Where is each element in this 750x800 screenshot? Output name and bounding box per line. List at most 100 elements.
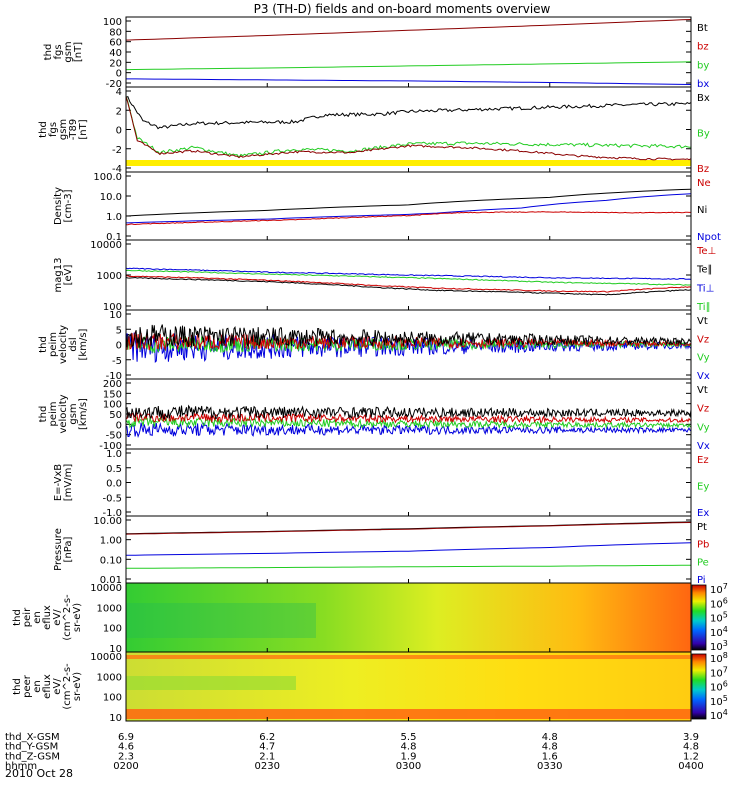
xaxis-value: 1.9 [401,751,417,762]
ylabel-line: fgs [48,122,59,137]
legend-entry: Bt [697,23,708,34]
legend-entry: Te⊥ [696,246,716,257]
xaxis-value: 0230 [255,761,280,772]
ylabel-line: [nT] [73,42,84,62]
legend-entry: Pb [697,540,709,551]
legend-entry: Ez [697,455,709,466]
legend-entry: Vt [697,385,708,396]
ytick-label: 10000 [90,583,122,594]
panel-9: thd peir en eflux eV/(cm^2-s-sr-eV) 10000 1000… [12,582,728,655]
ytick-label: 0 [116,69,122,80]
ylabel-line: [km/s] [78,398,89,430]
panel-7: E=-VxB [mV/m] 1.0 0.5 0.0 -0.5 -1.0 Ez Ey Ex [53,448,709,519]
ytick-label: -0.5 [102,493,122,504]
ylabel-line: Density [53,187,64,225]
ytick-label: 0.1 [106,232,122,243]
colorbar-label: 105 [710,611,728,625]
ylabel-line: dsl [68,337,79,351]
legend-entry: Ti⊥ [696,283,714,294]
ytick-label: 5 [116,325,122,336]
ylabel-line: E=-VxB [53,464,64,501]
series-line [125,61,692,71]
xaxis-value: 6.9 [118,732,134,743]
xaxis-value: 1.2 [683,751,699,762]
ylabel-line: eflux [42,674,53,699]
legend-entry: Vz [697,404,709,415]
panel-2: thd fgs gsm -T89 [nT] 4 2 0 -2 -4 Bx By Bz [38,86,710,175]
ytick-label: 100 [103,693,122,704]
ylabel-line: thd [43,44,54,61]
ytick-label: 0.0 [106,479,122,490]
ytick-label: 0.01 [100,575,122,586]
series-line [125,522,692,535]
ytick-label: -5 [112,356,122,367]
colorbar-label: 103 [710,639,728,653]
ylabel-line: Pressure [53,528,64,571]
xaxis-value: 6.2 [259,732,275,743]
ytick-label: 200 [103,379,122,390]
ytick-label: 150 [103,389,122,400]
ylabel-line: sr-eV) [72,672,83,701]
legend-entry: Ti∥ [696,302,711,313]
ytick-label: -4 [112,164,122,175]
xaxis-row-label: thd_X-GSM [5,732,60,743]
xaxis-value: 0200 [113,761,138,772]
ylabel-line: peim [48,332,59,357]
legend-entry: by [697,60,709,71]
ytick-label: 1.0 [106,449,122,460]
ytick-label: 100 [103,302,122,313]
ytick-label: 4 [116,87,122,98]
ylabel-line: thd [38,406,49,423]
series-line [125,411,692,425]
ylabel-line: [eV] [63,265,74,286]
xaxis-value: 4.8 [401,742,417,753]
xaxis-value: 4.8 [683,742,699,753]
ytick-label: 0 [116,420,122,431]
ytick-label: 1.00 [100,536,122,547]
ytick-label: 10.0 [100,192,122,203]
xaxis-value: 2.1 [259,751,275,762]
ylabel-line: velocity [58,394,69,433]
ytick-label: 10 [109,310,122,321]
ylabel-line: gsm [63,41,74,62]
legend-entry: Vy [697,422,710,433]
colorbar-label: 107 [710,665,728,679]
ytick-label: 1000 [97,672,122,683]
ylabel-line: eflux [42,605,53,630]
colorbar-label: 106 [710,680,728,694]
legend-entry: bz [697,42,709,53]
ylabel-line: eV/ [52,678,63,695]
xaxis-value: 3.9 [683,732,699,743]
ylabel-line: velocity [58,325,69,364]
series-line [125,324,692,348]
series-line [125,276,692,296]
ytick-label: 40 [109,48,122,59]
series-line [125,267,692,280]
chart-title: P3 (TH-D) fields and on-board moments ov… [254,2,551,16]
ytick-label: 1.0 [106,212,122,223]
series-line [125,422,692,439]
legend-entry: Pt [697,522,707,533]
ylabel-line: [nT] [78,119,89,139]
series-line [125,95,692,159]
series-line [125,269,691,286]
xaxis-value: 5.5 [401,732,417,743]
colorbar [691,584,707,651]
series-line [125,193,692,224]
xaxis-value: 0300 [396,761,421,772]
ytick-label: 100.0 [93,172,122,183]
ytick-label: 10 [109,644,122,655]
ytick-label: -100 [99,441,122,452]
ylabel-line: thd [38,121,49,138]
ylabel-line: fgs [53,44,64,59]
ylabel-line: gsm [58,119,69,140]
ylabel-line: gsm [68,403,79,424]
ylabel-line: (cm^2-s- [62,594,73,641]
ytick-label: 1000 [97,271,122,282]
series-line [125,96,692,161]
ytick-label: -20 [106,79,122,90]
ylabel-line: en [32,611,43,624]
legend-entry: Ey [697,482,709,493]
panel-10: thd peer en eflux eV/(cm^2-s-sr-eV) 10000 1000… [12,651,728,724]
panel-6: thd peim velocity gsm [km/s] 200150100500-50-… [38,378,710,452]
